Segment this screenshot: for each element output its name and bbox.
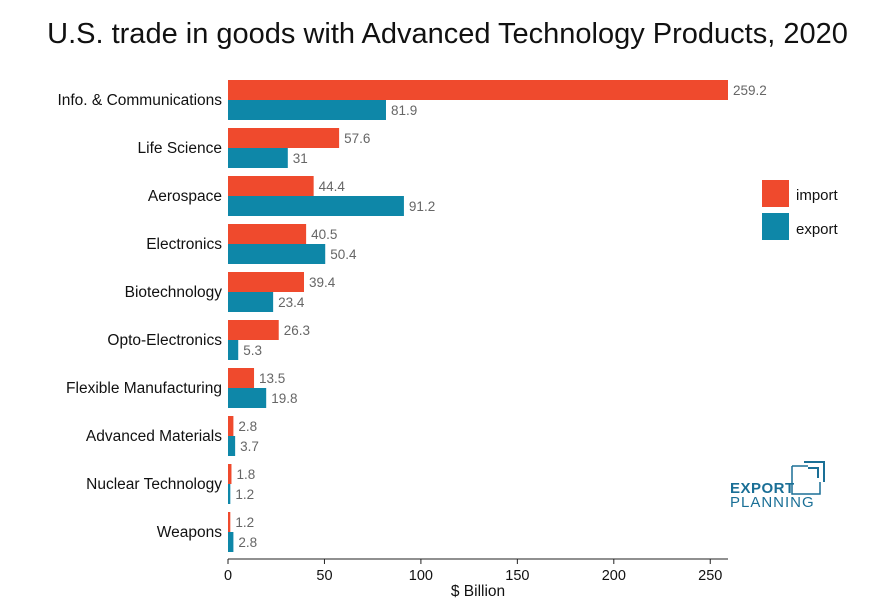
value-label-import: 259.2: [733, 83, 767, 98]
value-label-export: 5.3: [243, 343, 262, 358]
legend-label-import: import: [796, 187, 839, 204]
value-label-import: 2.8: [238, 419, 257, 434]
bar-import: [228, 416, 234, 436]
value-label-export: 23.4: [278, 295, 305, 310]
value-label-export: 81.9: [391, 103, 417, 118]
category-label: Weapons: [157, 524, 222, 541]
value-label-export: 2.8: [238, 535, 257, 550]
logo-word-planning: PLANNING: [730, 494, 815, 511]
bar-import: [228, 320, 279, 340]
category-label: Biotechnology: [125, 284, 223, 301]
value-label-export: 50.4: [330, 247, 357, 262]
bar-import: [228, 224, 307, 244]
bar-import: [228, 80, 728, 100]
bar-import: [228, 464, 232, 484]
bar-import: [228, 512, 231, 532]
value-label-import: 44.4: [319, 179, 346, 194]
x-tick-label: 50: [316, 568, 332, 584]
category-label: Opto-Electronics: [107, 332, 222, 349]
category-label: Nuclear Technology: [86, 476, 222, 493]
export-planning-logo: EXPORT PLANNING: [730, 460, 830, 512]
legend-swatch-import: [762, 180, 789, 207]
bar-export: [228, 484, 231, 504]
bar-export: [228, 436, 236, 456]
value-labels: 259.2 81.9 57.6 31 44.4 91.2 40.5 50.4 39.4 23.4 2…: [235, 83, 766, 550]
value-label-export: 1.2: [235, 487, 254, 502]
bar-import: [228, 272, 305, 292]
x-tick-label: 0: [224, 568, 232, 584]
value-label-import: 40.5: [311, 227, 337, 242]
x-tick-label: 250: [698, 568, 722, 584]
x-axis-title: $ Billion: [451, 583, 505, 600]
value-label-import: 1.8: [236, 467, 255, 482]
logo-mark-icon: [791, 461, 825, 495]
category-labels: Info. & Communications Life Science Aerosp…: [57, 92, 222, 541]
chart-title: U.S. trade in goods with Advanced Techno…: [47, 18, 848, 50]
bar-export: [228, 340, 239, 360]
bar-export: [228, 532, 234, 552]
bar-import: [228, 128, 340, 148]
bar-export: [228, 388, 267, 408]
x-tick-label: 100: [409, 568, 433, 584]
category-label: Life Science: [138, 140, 222, 157]
value-label-import: 57.6: [344, 131, 370, 146]
bar-export: [228, 196, 404, 216]
category-label: Info. & Communications: [57, 92, 222, 109]
bar-export: [228, 292, 274, 312]
bars-layer: [228, 80, 728, 552]
value-label-export: 19.8: [271, 391, 297, 406]
category-label: Electronics: [146, 236, 222, 253]
value-label-import: 26.3: [284, 323, 310, 338]
value-label-export: 91.2: [409, 199, 435, 214]
x-tick-label: 200: [602, 568, 626, 584]
bar-export: [228, 148, 288, 168]
bar-export: [228, 100, 386, 120]
bar-export: [228, 244, 326, 264]
x-tick-label: 150: [505, 568, 529, 584]
x-axis: 0 50 100 150 200 250: [224, 558, 728, 584]
bar-import: [228, 368, 255, 388]
value-label-import: 13.5: [259, 371, 285, 386]
value-label-export: 31: [293, 151, 308, 166]
value-label-import: 39.4: [309, 275, 336, 290]
legend-swatch-export: [762, 213, 789, 240]
category-label: Flexible Manufacturing: [66, 380, 222, 397]
bar-import: [228, 176, 314, 196]
category-label: Advanced Materials: [86, 428, 222, 445]
legend: import export: [762, 180, 839, 240]
value-label-import: 1.2: [235, 515, 254, 530]
category-label: Aerospace: [148, 188, 222, 205]
value-label-export: 3.7: [240, 439, 259, 454]
legend-label-export: export: [796, 221, 839, 238]
logo-word-export: EXPORT: [730, 480, 795, 497]
